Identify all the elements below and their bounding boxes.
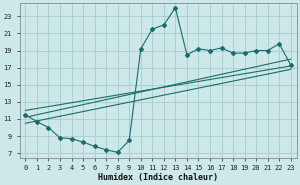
X-axis label: Humidex (Indice chaleur): Humidex (Indice chaleur) [98,173,218,181]
